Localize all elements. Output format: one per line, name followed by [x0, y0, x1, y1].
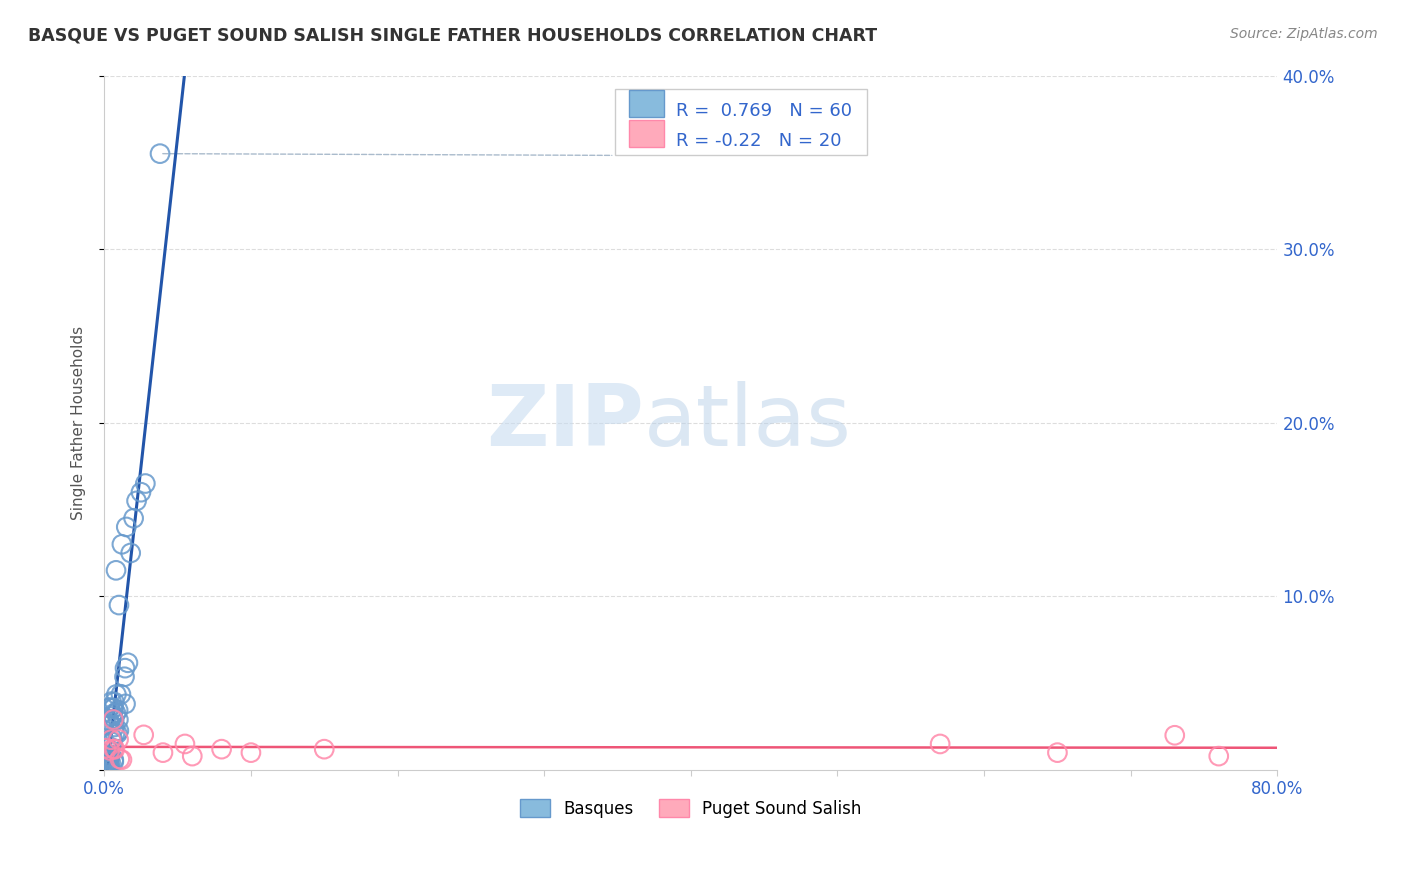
Point	[104, 720, 127, 734]
Point	[107, 713, 129, 727]
Bar	[628, 120, 664, 147]
Point	[98, 763, 121, 777]
Point	[101, 731, 124, 745]
Point	[101, 701, 124, 715]
Point	[105, 706, 128, 720]
Point	[96, 741, 118, 756]
Point	[101, 707, 124, 722]
Text: ZIP: ZIP	[486, 381, 644, 464]
Point	[103, 712, 125, 726]
Point	[96, 760, 118, 774]
Point	[100, 755, 122, 769]
Point	[96, 752, 118, 766]
Point	[115, 520, 138, 534]
Point	[314, 742, 336, 756]
Point	[117, 656, 139, 670]
Point	[111, 537, 134, 551]
Point	[125, 494, 148, 508]
Point	[100, 732, 122, 747]
Point	[103, 695, 125, 709]
Point	[96, 755, 118, 769]
Point	[104, 727, 127, 741]
Point	[105, 726, 128, 740]
Point	[108, 598, 131, 612]
Bar	[614, 89, 868, 155]
Point	[122, 511, 145, 525]
Point	[211, 742, 233, 756]
Y-axis label: Single Father Households: Single Father Households	[72, 326, 86, 520]
Point	[114, 670, 136, 684]
Point	[98, 717, 121, 731]
Point	[94, 750, 117, 764]
Point	[103, 714, 125, 728]
Point	[96, 762, 118, 776]
Point	[98, 758, 121, 772]
Point	[98, 743, 121, 757]
Text: atlas: atlas	[644, 381, 852, 464]
Point	[181, 749, 204, 764]
Point	[134, 476, 156, 491]
Point	[114, 697, 136, 711]
Text: BASQUE VS PUGET SOUND SALISH SINGLE FATHER HOUSEHOLDS CORRELATION CHART: BASQUE VS PUGET SOUND SALISH SINGLE FATH…	[28, 27, 877, 45]
Bar	[628, 90, 664, 117]
Point	[149, 146, 172, 161]
Point	[100, 747, 122, 762]
Text: Source: ZipAtlas.com: Source: ZipAtlas.com	[1230, 27, 1378, 41]
Point	[152, 746, 174, 760]
Point	[103, 755, 125, 769]
Point	[94, 741, 117, 756]
Point	[98, 714, 121, 729]
Point	[94, 758, 117, 772]
Point	[114, 661, 136, 675]
Point	[96, 763, 118, 777]
Point	[103, 753, 125, 767]
Text: R =  0.769   N = 60: R = 0.769 N = 60	[676, 102, 852, 120]
Point	[101, 735, 124, 749]
Point	[98, 700, 121, 714]
Legend: Basques, Puget Sound Salish: Basques, Puget Sound Salish	[513, 792, 868, 824]
Point	[105, 688, 128, 702]
Point	[107, 732, 129, 747]
Point	[104, 742, 127, 756]
Point	[97, 758, 120, 772]
Point	[129, 485, 152, 500]
Point	[96, 749, 118, 764]
Point	[929, 737, 952, 751]
Point	[98, 752, 121, 766]
Point	[1046, 746, 1069, 760]
Point	[103, 713, 125, 727]
Point	[97, 741, 120, 756]
Point	[108, 752, 131, 766]
Point	[96, 763, 118, 777]
Point	[100, 695, 122, 709]
Point	[174, 737, 197, 751]
Text: R = -0.22   N = 20: R = -0.22 N = 20	[676, 132, 841, 150]
Point	[101, 709, 124, 723]
Point	[98, 700, 121, 714]
Point	[132, 728, 155, 742]
Point	[120, 546, 142, 560]
Point	[108, 723, 131, 738]
Point	[94, 763, 117, 777]
Point	[111, 753, 134, 767]
Point	[103, 701, 125, 715]
Point	[110, 687, 132, 701]
Point	[98, 749, 121, 764]
Point	[1208, 749, 1230, 764]
Point	[239, 746, 262, 760]
Point	[97, 762, 120, 776]
Point	[105, 563, 128, 577]
Point	[1164, 728, 1187, 742]
Point	[107, 703, 129, 717]
Point	[96, 718, 118, 732]
Point	[103, 742, 125, 756]
